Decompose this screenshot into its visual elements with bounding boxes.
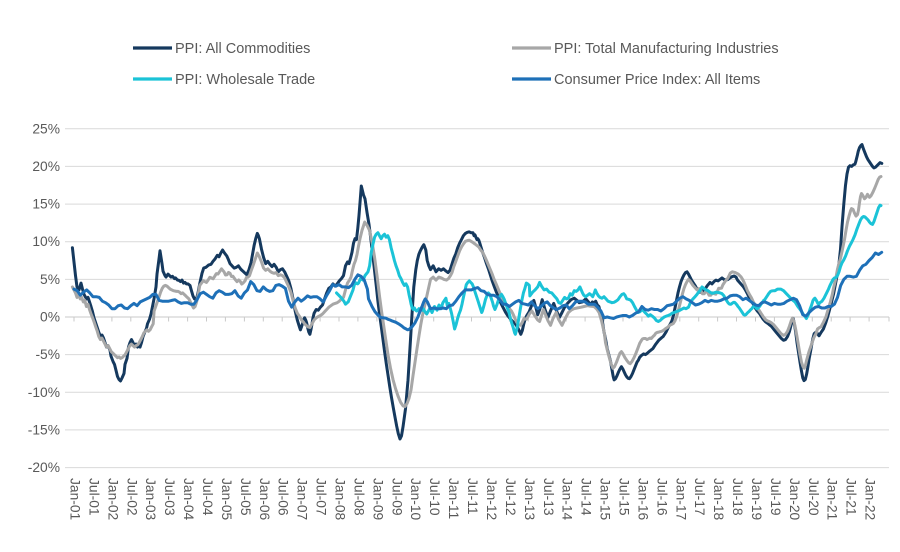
svg-text:Jan-04: Jan-04 bbox=[181, 478, 196, 521]
svg-text:Jul-20: Jul-20 bbox=[806, 478, 821, 516]
svg-text:PPI: Total Manufacturing Indus: PPI: Total Manufacturing Industries bbox=[554, 41, 779, 57]
svg-text:Jul-05: Jul-05 bbox=[238, 478, 253, 516]
svg-text:Jul-08: Jul-08 bbox=[351, 478, 366, 516]
svg-text:Jan-11: Jan-11 bbox=[446, 478, 461, 519]
svg-text:Jan-15: Jan-15 bbox=[598, 478, 613, 521]
svg-text:Jan-10: Jan-10 bbox=[408, 478, 423, 521]
svg-text:Jul-18: Jul-18 bbox=[730, 478, 745, 516]
svg-text:Jul-21: Jul-21 bbox=[844, 478, 859, 516]
svg-text:Jan-13: Jan-13 bbox=[522, 478, 537, 521]
svg-text:Jul-04: Jul-04 bbox=[200, 478, 215, 516]
svg-text:Jul-02: Jul-02 bbox=[124, 478, 139, 516]
svg-text:Jul-09: Jul-09 bbox=[389, 478, 404, 516]
svg-text:Jul-14: Jul-14 bbox=[579, 478, 594, 516]
svg-text:-15%: -15% bbox=[28, 422, 60, 437]
svg-text:Jul-07: Jul-07 bbox=[314, 478, 329, 516]
svg-text:-20%: -20% bbox=[28, 460, 60, 475]
svg-text:0%: 0% bbox=[40, 310, 60, 325]
svg-text:Jan-21: Jan-21 bbox=[825, 478, 840, 520]
svg-text:20%: 20% bbox=[32, 159, 60, 174]
svg-text:Jan-06: Jan-06 bbox=[257, 478, 272, 521]
svg-text:Jan-19: Jan-19 bbox=[749, 478, 764, 521]
svg-text:Jan-03: Jan-03 bbox=[143, 478, 158, 521]
svg-text:Jul-11: Jul-11 bbox=[465, 478, 480, 515]
svg-text:25%: 25% bbox=[32, 121, 60, 136]
svg-text:Jul-01: Jul-01 bbox=[86, 478, 101, 516]
svg-text:Jul-17: Jul-17 bbox=[692, 478, 707, 516]
svg-text:Jan-22: Jan-22 bbox=[863, 478, 878, 520]
svg-text:Consumer Price Index: All Item: Consumer Price Index: All Items bbox=[554, 72, 760, 88]
svg-text:PPI: All Commodities: PPI: All Commodities bbox=[175, 41, 310, 57]
svg-text:Jul-12: Jul-12 bbox=[503, 478, 518, 516]
svg-text:-5%: -5% bbox=[35, 347, 60, 362]
svg-text:Jul-10: Jul-10 bbox=[427, 478, 442, 516]
svg-text:Jan-16: Jan-16 bbox=[635, 478, 650, 521]
svg-text:Jan-20: Jan-20 bbox=[787, 478, 802, 521]
svg-text:Jan-14: Jan-14 bbox=[560, 478, 575, 521]
svg-text:10%: 10% bbox=[32, 234, 60, 249]
svg-text:-10%: -10% bbox=[28, 385, 60, 400]
svg-text:Jan-05: Jan-05 bbox=[219, 478, 234, 521]
svg-text:Jul-03: Jul-03 bbox=[162, 478, 177, 516]
svg-text:PPI: Wholesale Trade: PPI: Wholesale Trade bbox=[175, 72, 315, 88]
svg-text:Jul-15: Jul-15 bbox=[617, 478, 632, 516]
svg-text:Jan-08: Jan-08 bbox=[333, 478, 348, 521]
svg-text:Jul-19: Jul-19 bbox=[768, 478, 783, 516]
svg-text:Jan-09: Jan-09 bbox=[370, 478, 385, 521]
svg-text:Jul-13: Jul-13 bbox=[541, 478, 556, 516]
svg-text:Jan-07: Jan-07 bbox=[295, 478, 310, 520]
svg-text:Jan-18: Jan-18 bbox=[711, 478, 726, 521]
svg-text:15%: 15% bbox=[32, 197, 60, 212]
svg-text:Jul-06: Jul-06 bbox=[276, 478, 291, 516]
svg-text:Jul-16: Jul-16 bbox=[654, 478, 669, 516]
svg-text:Jan-01: Jan-01 bbox=[68, 478, 83, 520]
svg-text:Jan-02: Jan-02 bbox=[105, 478, 120, 520]
svg-text:Jan-12: Jan-12 bbox=[484, 478, 499, 520]
svg-text:Jan-17: Jan-17 bbox=[673, 478, 688, 520]
svg-text:5%: 5% bbox=[40, 272, 60, 287]
